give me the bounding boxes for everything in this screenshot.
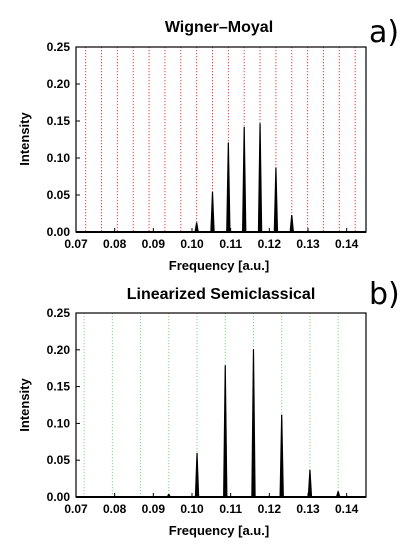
panel-b-y-tick-label: 0.15: [47, 380, 71, 394]
panel-a-x-tick-label: 0.14: [335, 237, 359, 251]
panel-a-x-tick-label: 0.09: [142, 237, 166, 251]
panel-a-peak: [226, 142, 231, 232]
panel-a-y-tick-label: 0.15: [47, 114, 71, 128]
panel-b-y-tick-label: 0.00: [47, 490, 71, 504]
panel-a-y-tick-label: 0.00: [47, 225, 71, 239]
panel-a-axes: [75, 46, 367, 233]
panel-a-y-tick-labels: 0.00 0.05 0.10 0.15 0.20 0.25: [47, 40, 71, 239]
panel-a-peak: [289, 214, 294, 232]
panel-a-y-tick-label: 0.10: [47, 151, 71, 165]
panel-b-x-tick-label: 0.07: [64, 502, 88, 516]
panel-a: Wigner–Moyal a) 0.07 0.08 0.09 0.10 0.11 0.12…: [17, 15, 399, 273]
panel-b-y-tick-label: 0.20: [47, 343, 71, 357]
panel-a-reference-lines: [85, 47, 356, 232]
panel-b-x-tick-label: 0.12: [258, 502, 282, 516]
panel-a-peak: [257, 123, 263, 232]
panel-b-axes-frame: [75, 312, 367, 498]
panel-a-title: Wigner–Moyal: [165, 19, 273, 36]
panel-b-peak: [194, 452, 200, 497]
panel-b-peak: [251, 349, 256, 497]
panel-b-peak: [335, 491, 341, 497]
panel-b-x-tick-label: 0.14: [335, 502, 359, 516]
panel-b-peak: [223, 365, 228, 497]
panel-a-y-tick-label: 0.25: [47, 40, 71, 54]
panel-b-x-tick-labels: 0.07 0.08 0.09 0.10 0.11 0.12 0.13 0.14: [64, 502, 358, 516]
panel-b-x-tick-label: 0.10: [180, 502, 204, 516]
panel-b-reference-lines: [83, 313, 339, 497]
panel-a-x-tick-label: 0.10: [180, 237, 204, 251]
panel-a-peak: [194, 222, 199, 232]
panel-b-x-tick-label: 0.09: [142, 502, 166, 516]
panel-a-x-tick-labels: 0.07 0.08 0.09 0.10 0.11 0.12 0.13 0.14: [64, 237, 358, 251]
panel-b-peak: [307, 469, 313, 497]
panel-b-peak: [166, 494, 171, 497]
panel-a-label: a): [369, 15, 399, 50]
panel-b-y-tick-label: 0.05: [47, 453, 71, 467]
panel-b-x-axis-label: Frequency [a.u.]: [169, 523, 269, 538]
panel-b-x-tick-label: 0.11: [219, 502, 242, 516]
panel-b-peak: [279, 414, 284, 497]
panel-a-x-tick-label: 0.13: [296, 237, 320, 251]
panel-b-x-tick-label: 0.08: [103, 502, 127, 516]
panel-a-axes-frame: [75, 46, 367, 233]
panel-a-peak: [273, 167, 279, 232]
panel-b-x-tick-label: 0.13: [296, 502, 320, 516]
panel-a-x-tick-label: 0.12: [258, 237, 282, 251]
panel-b-title: Linearized Semiclassical: [127, 286, 316, 303]
panel-a-peak: [242, 126, 247, 232]
panel-b-y-tick-label: 0.10: [47, 416, 71, 430]
panel-a-x-tick-label: 0.08: [103, 237, 127, 251]
panel-a-x-axis-label: Frequency [a.u.]: [169, 258, 269, 273]
panel-b-y-axis-label: Intensity: [17, 378, 32, 432]
panel-b-y-tick-label: 0.25: [47, 306, 71, 320]
panel-a-peaks: [76, 123, 366, 233]
panel-b-axes: [75, 312, 367, 498]
panel-a-x-tick-label: 0.07: [64, 237, 88, 251]
panel-b-y-tick-labels: 0.00 0.05 0.10 0.15 0.20 0.25: [47, 306, 71, 504]
panel-a-y-axis-label: Intensity: [17, 112, 32, 166]
panel-b-peaks: [76, 349, 366, 498]
panel-b: Linearized Semiclassical b) 0.07 0.08 0.09…: [17, 277, 400, 538]
panel-b-label: b): [369, 277, 400, 312]
panel-a-x-tick-label: 0.11: [219, 237, 242, 251]
panel-a-peak: [210, 192, 215, 232]
panel-a-y-tick-label: 0.20: [47, 77, 71, 91]
panel-a-y-tick-label: 0.05: [47, 188, 71, 202]
